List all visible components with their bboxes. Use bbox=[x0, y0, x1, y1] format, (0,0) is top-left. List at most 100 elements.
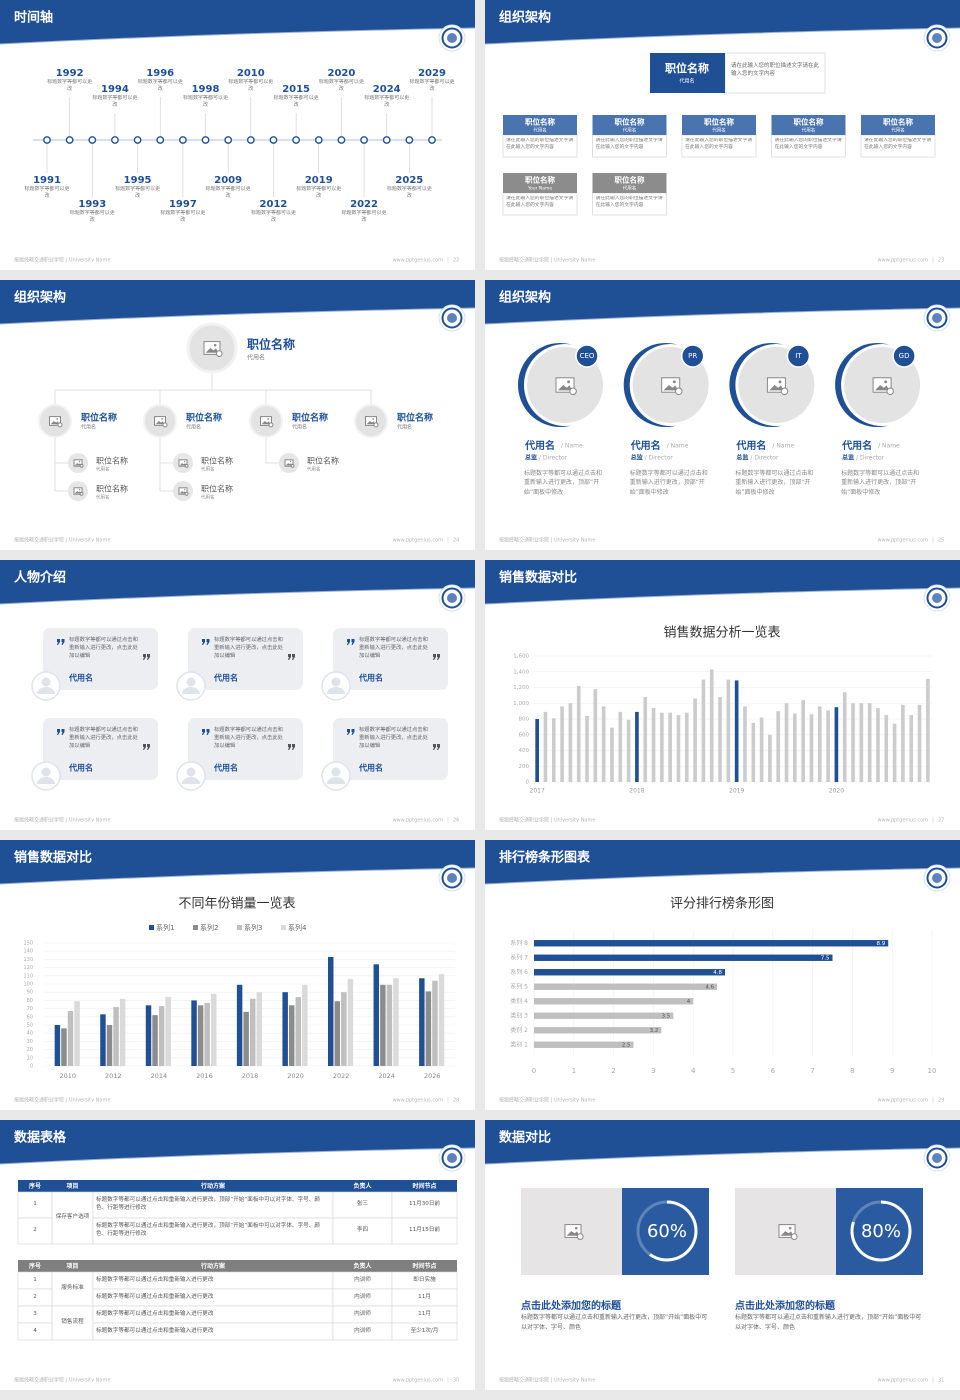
quote-close bbox=[143, 744, 152, 750]
image-icon bbox=[203, 341, 223, 357]
bar bbox=[551, 718, 556, 782]
footer-url: www.pptgenius.com bbox=[877, 538, 928, 544]
donut-arc bbox=[850, 1200, 912, 1262]
quote-name: 代用名 bbox=[358, 673, 383, 683]
footer-url: www.pptgenius.com bbox=[877, 818, 928, 824]
timeline-dot bbox=[337, 136, 346, 144]
slide-title: 人物介绍 bbox=[14, 570, 66, 586]
donut-label: 80% bbox=[861, 1221, 901, 1242]
y-tick-label: 系列 5 bbox=[510, 982, 528, 990]
logo-core bbox=[932, 33, 942, 43]
bar bbox=[534, 1027, 662, 1034]
logo-core bbox=[932, 313, 942, 323]
root-title: 职位名称 bbox=[247, 337, 295, 352]
header-shadow bbox=[484, 587, 960, 605]
bar bbox=[534, 998, 694, 1005]
footer-url: www.pptgenius.com bbox=[392, 258, 443, 264]
child-title: 职位名称 bbox=[307, 456, 339, 466]
table-cell-text-box: 11月 bbox=[418, 1311, 431, 1317]
timeline-year: 2022 bbox=[350, 199, 378, 210]
table-cell-text: 即日实施 bbox=[413, 1276, 436, 1283]
bar bbox=[438, 974, 445, 1066]
table-cell-text: 11月15日前 bbox=[408, 1227, 441, 1234]
table-cell-text-box: 服务标准 bbox=[61, 1285, 84, 1292]
donut-label: 60% bbox=[647, 1221, 687, 1242]
table-cell-text: 服务标准 bbox=[61, 1285, 84, 1292]
avatar-head bbox=[186, 677, 196, 687]
image-icon bbox=[766, 377, 789, 396]
logo-ring bbox=[926, 587, 948, 609]
y-tick-label: 140 bbox=[23, 949, 33, 955]
footer-url: www.pptgenius.com bbox=[392, 1378, 443, 1384]
timeline-text: 标题数字等都可以更改 bbox=[341, 210, 387, 223]
y-tick-label: 系列 7 bbox=[510, 953, 528, 961]
footer-text: 报题经略交通职业学院 | University Name bbox=[499, 257, 595, 264]
quote-open bbox=[202, 729, 210, 735]
table-header-cell: 负责人 bbox=[353, 1262, 372, 1270]
bar bbox=[373, 964, 380, 1066]
card-text-box: 标题数字等都可以通过点击和重新输入进行更改，顶部“开始”面板中可以对字体、字号、… bbox=[521, 1314, 708, 1331]
box-text: 请在此输入您的职位描述文字请在此输入您的文字内容 bbox=[506, 196, 574, 208]
bar bbox=[158, 1006, 165, 1066]
page-number: 25 bbox=[938, 538, 944, 544]
timeline-text: 标题数字等都可以更改 bbox=[386, 186, 432, 199]
box-title: 职位名称 bbox=[615, 175, 645, 185]
table-cell-text: 张三 bbox=[356, 1201, 369, 1208]
legend-swatch bbox=[281, 925, 286, 930]
box-header bbox=[503, 173, 577, 193]
table-header-cell: 项目 bbox=[66, 1182, 78, 1190]
table-cell-text-box: 保存客户选项 bbox=[56, 1214, 90, 1220]
table-cell-text-box: 标题数字等都可以通过点击和重新输入进行更改 bbox=[96, 1311, 213, 1317]
icon-mountain bbox=[366, 421, 376, 425]
timeline-text: 标题数字等都可以更改 bbox=[205, 186, 251, 199]
child-title: 职位名称 bbox=[201, 456, 233, 466]
x-tick-label: 2020 bbox=[287, 1072, 304, 1080]
y-tick-label: 60 bbox=[27, 1014, 33, 1020]
card-text: 标题数字等都可以通过点击和重新输入进行更改，顶部“开始”面板中可以对字体、字号、… bbox=[521, 1314, 708, 1331]
member-role: 总监 bbox=[736, 454, 748, 462]
y-tick-label: 100 bbox=[23, 982, 33, 988]
org-connector bbox=[54, 437, 68, 492]
table-cell bbox=[332, 1217, 393, 1245]
box-subtitle: 代用名 bbox=[802, 127, 816, 134]
x-tick-label: 2010 bbox=[60, 1072, 77, 1080]
table-cell-text-box: 3 bbox=[33, 1311, 37, 1317]
member-text-box: 标题数字等都可以通过点击和重新输入进行更改，顶部“开始”面板中修改 bbox=[841, 470, 919, 496]
timeline-year: 1992 bbox=[56, 68, 84, 79]
chart-title: 评分排行榜条形图 bbox=[670, 896, 774, 912]
x-tick-label: 8 bbox=[850, 1067, 854, 1075]
table-header-cell: 时间节点 bbox=[412, 1262, 436, 1270]
header-shadow bbox=[0, 587, 476, 605]
quote-close bbox=[288, 744, 297, 750]
y-tick-label: 类别 4 bbox=[510, 997, 528, 1005]
bar bbox=[197, 1005, 204, 1066]
group-title: 职位名称 bbox=[397, 412, 433, 424]
image-icon bbox=[564, 1224, 584, 1240]
icon-mountain bbox=[179, 463, 187, 466]
member-name: 代用名 bbox=[841, 439, 872, 452]
quote-open bbox=[347, 729, 355, 735]
x-tick-label: 7 bbox=[810, 1067, 814, 1075]
bar bbox=[817, 706, 822, 782]
timeline-year: 2020 bbox=[327, 68, 355, 79]
timeline-dot bbox=[269, 136, 278, 144]
avatar-head bbox=[331, 677, 341, 687]
bar bbox=[801, 700, 805, 782]
legend-swatch bbox=[193, 925, 198, 930]
table-cell-text: 内训师 bbox=[354, 1327, 371, 1334]
icon-frame bbox=[178, 487, 188, 495]
icon-frame bbox=[49, 416, 61, 426]
bar bbox=[334, 1001, 341, 1066]
icon-mountain bbox=[285, 463, 293, 466]
child-subtitle: 代用名 bbox=[307, 466, 321, 473]
member-tag-circle bbox=[786, 344, 811, 368]
footer-url: www.pptgenius.com bbox=[392, 538, 443, 544]
icon-frame bbox=[178, 459, 188, 467]
bar bbox=[751, 722, 756, 782]
bar bbox=[892, 723, 897, 782]
table-header-cell: 行动方案 bbox=[200, 1182, 226, 1190]
table-cell-text-box: 11月30日前 bbox=[409, 1201, 440, 1207]
member-role: 总监 bbox=[525, 454, 537, 462]
bar bbox=[684, 712, 689, 782]
head-subtitle: 代用名 bbox=[679, 78, 694, 85]
